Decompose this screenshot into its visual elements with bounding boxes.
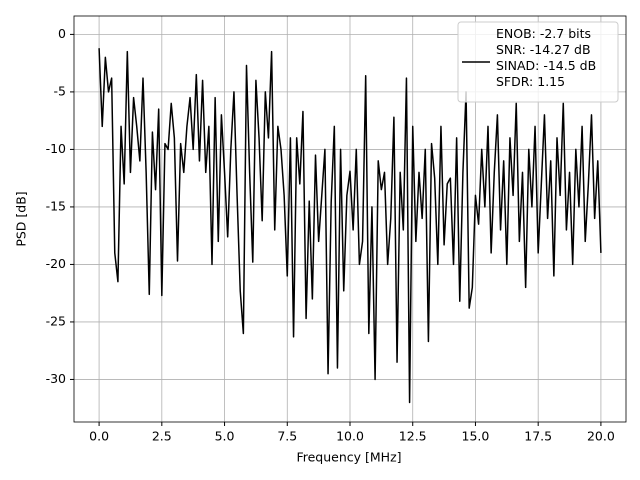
x-tick-label: 0.0 — [89, 429, 109, 444]
x-tick-label: 5.0 — [215, 429, 235, 444]
y-tick-label: -20 — [46, 256, 66, 271]
x-tick-label: 12.5 — [399, 429, 427, 444]
x-axis-label: Frequency [MHz] — [296, 450, 401, 465]
x-tick-label: 15.0 — [462, 429, 490, 444]
y-tick-label: -30 — [46, 371, 66, 386]
x-tick-label: 2.5 — [152, 429, 172, 444]
legend-box — [457, 21, 619, 103]
x-tick-label: 7.5 — [277, 429, 297, 444]
y-tick-label: -15 — [46, 198, 66, 213]
x-tick-label: 20.0 — [587, 429, 615, 444]
plot-frame — [73, 15, 627, 423]
legend-label: ENOB: -2.7 bits SNR: -14.27 dB SINAD: -1… — [496, 26, 597, 89]
x-tick-label: 10.0 — [336, 429, 364, 444]
legend-entry: ENOB: -2.7 bits SNR: -14.27 dB SINAD: -1… — [496, 26, 597, 89]
data-line — [98, 48, 602, 404]
y-tick-label: -10 — [46, 141, 66, 156]
y-tick-label: -25 — [46, 313, 66, 328]
y-axis-label: PSD [dB] — [14, 191, 29, 246]
x-tick-label: 17.5 — [524, 429, 552, 444]
y-tick-label: 0 — [58, 26, 66, 41]
y-tick-label: -5 — [54, 83, 66, 98]
